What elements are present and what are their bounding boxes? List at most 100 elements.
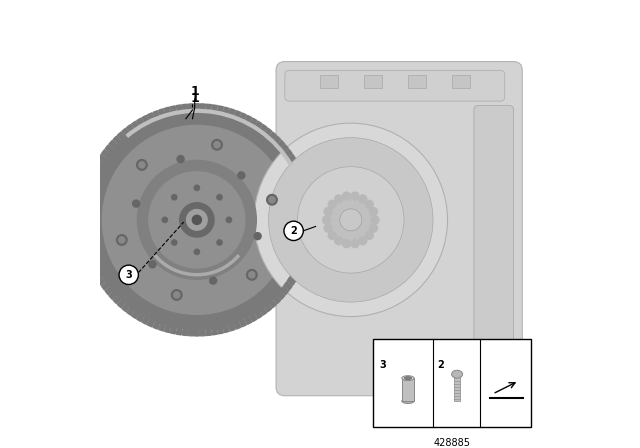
- Text: 3: 3: [380, 360, 386, 370]
- Polygon shape: [300, 251, 308, 258]
- Polygon shape: [228, 109, 235, 117]
- Circle shape: [139, 162, 145, 168]
- Circle shape: [116, 235, 127, 245]
- Polygon shape: [98, 155, 107, 162]
- Polygon shape: [84, 246, 92, 252]
- Polygon shape: [132, 121, 140, 129]
- Bar: [364, 75, 381, 88]
- Polygon shape: [182, 104, 188, 112]
- Polygon shape: [212, 105, 218, 112]
- Polygon shape: [137, 118, 145, 127]
- Circle shape: [192, 215, 202, 224]
- Circle shape: [369, 207, 378, 215]
- Polygon shape: [81, 211, 88, 216]
- Polygon shape: [188, 329, 193, 336]
- Polygon shape: [170, 326, 177, 334]
- Text: 428885: 428885: [433, 438, 470, 448]
- Polygon shape: [259, 307, 267, 315]
- Circle shape: [328, 200, 336, 208]
- Polygon shape: [81, 229, 89, 234]
- Polygon shape: [264, 303, 272, 312]
- Polygon shape: [259, 125, 267, 133]
- Polygon shape: [164, 107, 171, 115]
- Bar: [402, 378, 414, 401]
- Circle shape: [238, 172, 245, 179]
- Polygon shape: [122, 303, 130, 312]
- Polygon shape: [273, 295, 281, 304]
- Circle shape: [194, 185, 200, 190]
- Polygon shape: [200, 104, 205, 111]
- Polygon shape: [159, 109, 165, 117]
- Circle shape: [298, 167, 404, 273]
- Circle shape: [371, 216, 379, 224]
- Polygon shape: [268, 299, 276, 308]
- FancyBboxPatch shape: [285, 70, 505, 101]
- Polygon shape: [164, 325, 171, 332]
- Polygon shape: [239, 319, 246, 327]
- Polygon shape: [212, 327, 218, 335]
- Polygon shape: [109, 291, 117, 299]
- Bar: [372, 339, 531, 426]
- Circle shape: [173, 292, 180, 298]
- Circle shape: [324, 207, 332, 215]
- Polygon shape: [102, 282, 110, 290]
- Polygon shape: [200, 329, 205, 336]
- Polygon shape: [81, 217, 88, 222]
- Bar: [454, 374, 460, 401]
- Circle shape: [217, 194, 222, 200]
- Circle shape: [187, 210, 207, 230]
- Polygon shape: [83, 194, 91, 199]
- Bar: [320, 75, 337, 88]
- Polygon shape: [86, 251, 94, 258]
- Circle shape: [212, 139, 222, 150]
- Circle shape: [254, 123, 447, 317]
- Polygon shape: [306, 217, 313, 222]
- Circle shape: [136, 159, 147, 170]
- Polygon shape: [244, 115, 252, 124]
- Polygon shape: [98, 277, 107, 285]
- Circle shape: [269, 197, 275, 203]
- Ellipse shape: [452, 370, 463, 378]
- Polygon shape: [83, 240, 91, 246]
- Polygon shape: [264, 128, 272, 137]
- Polygon shape: [234, 111, 241, 119]
- Polygon shape: [296, 262, 304, 269]
- Circle shape: [172, 194, 177, 200]
- Polygon shape: [182, 328, 188, 336]
- Polygon shape: [102, 150, 110, 158]
- Polygon shape: [306, 211, 313, 216]
- Polygon shape: [223, 325, 229, 332]
- Polygon shape: [250, 313, 257, 322]
- Polygon shape: [284, 150, 292, 158]
- Circle shape: [284, 221, 303, 241]
- Polygon shape: [95, 160, 104, 167]
- Circle shape: [365, 200, 373, 208]
- Circle shape: [214, 142, 220, 148]
- Circle shape: [340, 209, 362, 231]
- Circle shape: [335, 237, 342, 245]
- Polygon shape: [254, 310, 262, 319]
- Polygon shape: [176, 105, 182, 112]
- Circle shape: [88, 111, 306, 329]
- Polygon shape: [159, 323, 165, 331]
- Polygon shape: [137, 313, 145, 322]
- Polygon shape: [276, 291, 285, 299]
- Circle shape: [149, 261, 156, 268]
- Polygon shape: [300, 182, 308, 188]
- Polygon shape: [218, 106, 223, 114]
- Polygon shape: [147, 319, 155, 327]
- Circle shape: [249, 272, 255, 278]
- Polygon shape: [82, 199, 90, 205]
- Polygon shape: [244, 316, 252, 324]
- Polygon shape: [298, 257, 306, 264]
- Polygon shape: [293, 267, 301, 275]
- Polygon shape: [306, 223, 313, 228]
- Text: 2: 2: [291, 226, 297, 236]
- Polygon shape: [109, 140, 117, 149]
- Circle shape: [369, 224, 378, 232]
- Polygon shape: [153, 321, 160, 329]
- Polygon shape: [304, 235, 312, 241]
- Polygon shape: [239, 113, 246, 121]
- Polygon shape: [105, 287, 113, 295]
- Polygon shape: [81, 223, 88, 228]
